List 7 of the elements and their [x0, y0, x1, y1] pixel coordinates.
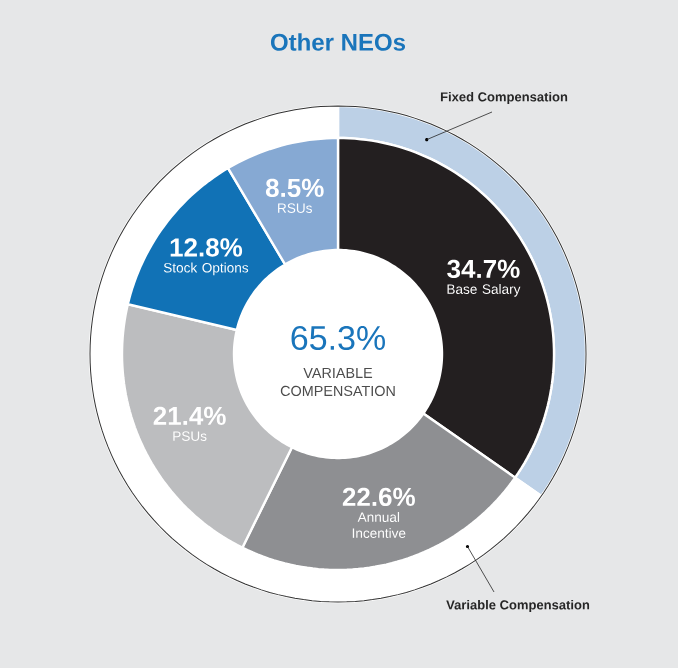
data-label: 8.5%	[265, 178, 324, 198]
text: 65.3%	[291, 325, 385, 351]
data-label: 22.6%	[342, 487, 415, 507]
data-label: 12.8%	[170, 238, 243, 257]
data-label: 34.7%	[447, 259, 520, 279]
chart-title: Other NEOs	[270, 33, 406, 51]
data-label: 21.4%	[153, 406, 226, 426]
